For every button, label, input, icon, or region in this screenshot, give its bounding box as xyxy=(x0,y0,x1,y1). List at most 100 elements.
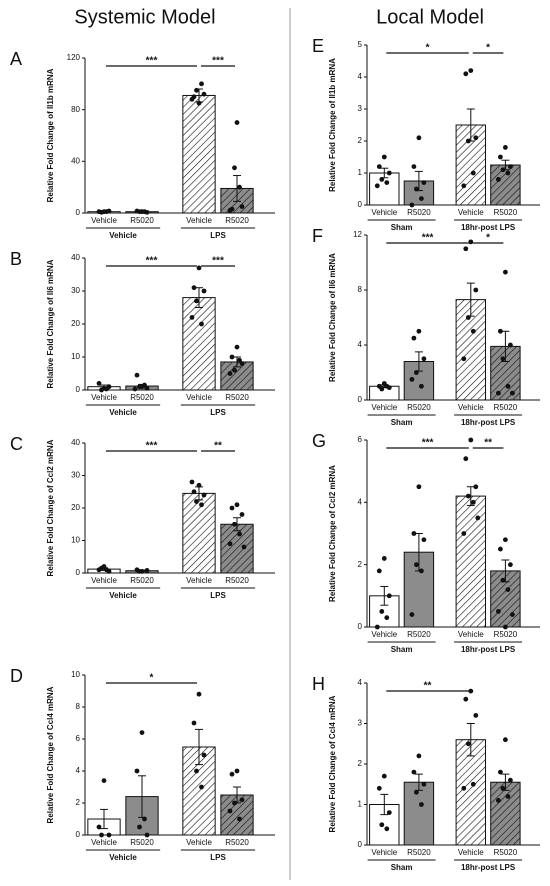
data-point xyxy=(239,797,245,803)
y-tick-label: 2 xyxy=(358,560,363,569)
y-axis-label: Relative Fold Change of Ccl4 mRNA xyxy=(46,686,55,823)
x-tick-label: R5020 xyxy=(130,216,154,225)
x-tick-label: R5020 xyxy=(130,393,154,402)
group-label: Vehicle xyxy=(109,408,137,417)
x-tick-label: Vehicle xyxy=(186,216,212,225)
data-point xyxy=(374,183,380,189)
y-tick-label: 8 xyxy=(358,285,363,294)
x-tick-label: R5020 xyxy=(494,403,518,412)
bar xyxy=(490,570,521,628)
significance-label: *** xyxy=(422,233,434,244)
data-point xyxy=(475,515,481,521)
data-point xyxy=(470,781,476,787)
data-point xyxy=(227,808,233,814)
data-point xyxy=(189,479,195,485)
data-point xyxy=(505,170,511,176)
y-axis-label: Relative Fold Change of Il1b mRNA xyxy=(46,68,55,202)
data-point xyxy=(416,135,422,141)
y-tick-label: 20 xyxy=(71,319,80,328)
data-point xyxy=(461,531,467,536)
data-point xyxy=(411,531,417,536)
bar xyxy=(182,492,216,574)
x-tick-label: Vehicle xyxy=(371,630,397,639)
bar xyxy=(455,495,487,628)
y-tick-label: 10 xyxy=(71,670,80,679)
significance-label: ** xyxy=(484,438,492,449)
y-axis-label: Relative Fold Change of Il6 mRNA xyxy=(328,253,337,382)
significance-label: * xyxy=(150,673,154,684)
data-point xyxy=(496,177,501,182)
x-tick-label: R5020 xyxy=(130,576,154,585)
data-point xyxy=(500,577,506,583)
data-point xyxy=(503,624,508,630)
data-point xyxy=(199,502,204,508)
group-label: 18hr-post LPS xyxy=(461,418,516,427)
data-point xyxy=(134,372,140,378)
data-point xyxy=(500,785,506,791)
x-tick-label: R5020 xyxy=(494,208,518,217)
data-point xyxy=(414,562,419,568)
data-point xyxy=(201,492,207,498)
panel-letter: F xyxy=(312,226,323,246)
data-point xyxy=(381,773,387,779)
data-point xyxy=(137,568,142,574)
data-point xyxy=(234,768,240,774)
data-point xyxy=(232,165,237,171)
x-tick-label: R5020 xyxy=(407,848,431,857)
error-bar xyxy=(466,723,475,757)
data-point xyxy=(99,832,104,838)
data-point xyxy=(227,208,233,213)
y-tick-label: 10 xyxy=(71,536,80,545)
y-axis-label: Relative Fold Change of Il6 mRNA xyxy=(46,259,55,388)
data-point xyxy=(508,562,513,568)
data-point xyxy=(414,186,419,192)
y-tick-label: 10 xyxy=(71,352,80,361)
data-point xyxy=(498,769,503,775)
bar xyxy=(369,385,400,401)
y-tick-label: 4 xyxy=(358,678,363,687)
y-tick-label: 2 xyxy=(76,798,81,807)
data-point xyxy=(132,386,138,392)
data-point xyxy=(227,541,233,547)
data-point xyxy=(421,781,427,787)
data-point xyxy=(96,381,102,386)
data-point xyxy=(144,832,150,838)
data-point xyxy=(237,816,242,822)
x-tick-label: Vehicle xyxy=(91,576,117,585)
x-tick-label: R5020 xyxy=(407,403,431,412)
x-tick-label: Vehicle xyxy=(458,630,484,639)
significance-label: * xyxy=(426,43,430,54)
data-point xyxy=(199,784,204,790)
data-point xyxy=(376,785,382,791)
data-point xyxy=(419,383,424,389)
bar xyxy=(490,781,521,846)
group-label: Vehicle xyxy=(109,231,137,240)
y-axis-label: Relative Fold Change of Ccl4 mRNA xyxy=(328,695,337,832)
data-point xyxy=(470,499,476,505)
data-point xyxy=(468,68,474,73)
data-point xyxy=(468,437,474,443)
data-point xyxy=(196,265,202,271)
data-point xyxy=(201,752,207,758)
data-point xyxy=(381,154,387,160)
y-tick-label: 0 xyxy=(76,568,81,577)
data-point xyxy=(386,810,392,815)
data-point xyxy=(137,824,142,830)
data-point xyxy=(500,356,506,362)
data-point xyxy=(199,321,204,327)
data-point xyxy=(376,164,382,170)
data-point xyxy=(379,822,385,828)
data-point xyxy=(191,285,197,291)
data-point xyxy=(142,816,147,822)
data-point xyxy=(106,832,112,838)
data-point xyxy=(470,328,476,334)
data-point xyxy=(505,587,511,592)
x-tick-label: R5020 xyxy=(494,848,518,857)
y-tick-label: 0 xyxy=(358,840,363,849)
group-label: LPS xyxy=(210,591,226,600)
x-tick-label: R5020 xyxy=(225,838,249,847)
data-point xyxy=(498,546,503,552)
data-point xyxy=(229,771,235,777)
data-point xyxy=(409,202,415,208)
